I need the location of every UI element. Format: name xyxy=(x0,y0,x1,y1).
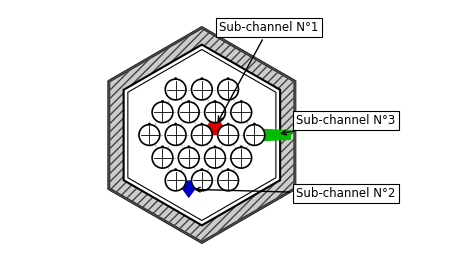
Circle shape xyxy=(174,123,177,125)
Polygon shape xyxy=(201,112,228,135)
Circle shape xyxy=(191,79,212,100)
Circle shape xyxy=(152,147,172,168)
Circle shape xyxy=(191,125,212,145)
Circle shape xyxy=(165,79,186,100)
Circle shape xyxy=(239,100,242,103)
Circle shape xyxy=(213,146,216,148)
Text: Sub-channel N°3: Sub-channel N°3 xyxy=(281,114,395,135)
Circle shape xyxy=(187,146,189,148)
Circle shape xyxy=(174,168,177,171)
Circle shape xyxy=(174,77,177,80)
Circle shape xyxy=(200,168,203,171)
Polygon shape xyxy=(123,45,279,225)
Circle shape xyxy=(200,77,203,80)
Circle shape xyxy=(239,146,242,148)
Circle shape xyxy=(178,102,198,123)
Circle shape xyxy=(253,123,255,125)
Circle shape xyxy=(187,100,189,103)
Circle shape xyxy=(227,168,229,171)
Circle shape xyxy=(161,100,163,103)
Circle shape xyxy=(217,170,238,191)
Circle shape xyxy=(227,123,229,125)
Circle shape xyxy=(165,125,186,145)
Circle shape xyxy=(152,102,172,123)
Circle shape xyxy=(230,102,251,123)
Circle shape xyxy=(217,79,238,100)
Text: Sub-channel N°1: Sub-channel N°1 xyxy=(218,21,318,121)
Circle shape xyxy=(244,125,264,145)
Circle shape xyxy=(165,170,186,191)
Circle shape xyxy=(227,77,229,80)
Polygon shape xyxy=(109,28,294,242)
Circle shape xyxy=(204,102,225,123)
Text: Sub-channel N°2: Sub-channel N°2 xyxy=(195,187,395,200)
Circle shape xyxy=(161,146,163,148)
Polygon shape xyxy=(263,129,290,141)
Circle shape xyxy=(217,125,238,145)
Circle shape xyxy=(200,123,203,125)
Circle shape xyxy=(178,147,198,168)
Circle shape xyxy=(204,147,225,168)
Circle shape xyxy=(139,125,159,145)
Polygon shape xyxy=(175,180,201,198)
Circle shape xyxy=(230,147,251,168)
Circle shape xyxy=(213,100,216,103)
Circle shape xyxy=(191,170,212,191)
Circle shape xyxy=(148,123,150,125)
